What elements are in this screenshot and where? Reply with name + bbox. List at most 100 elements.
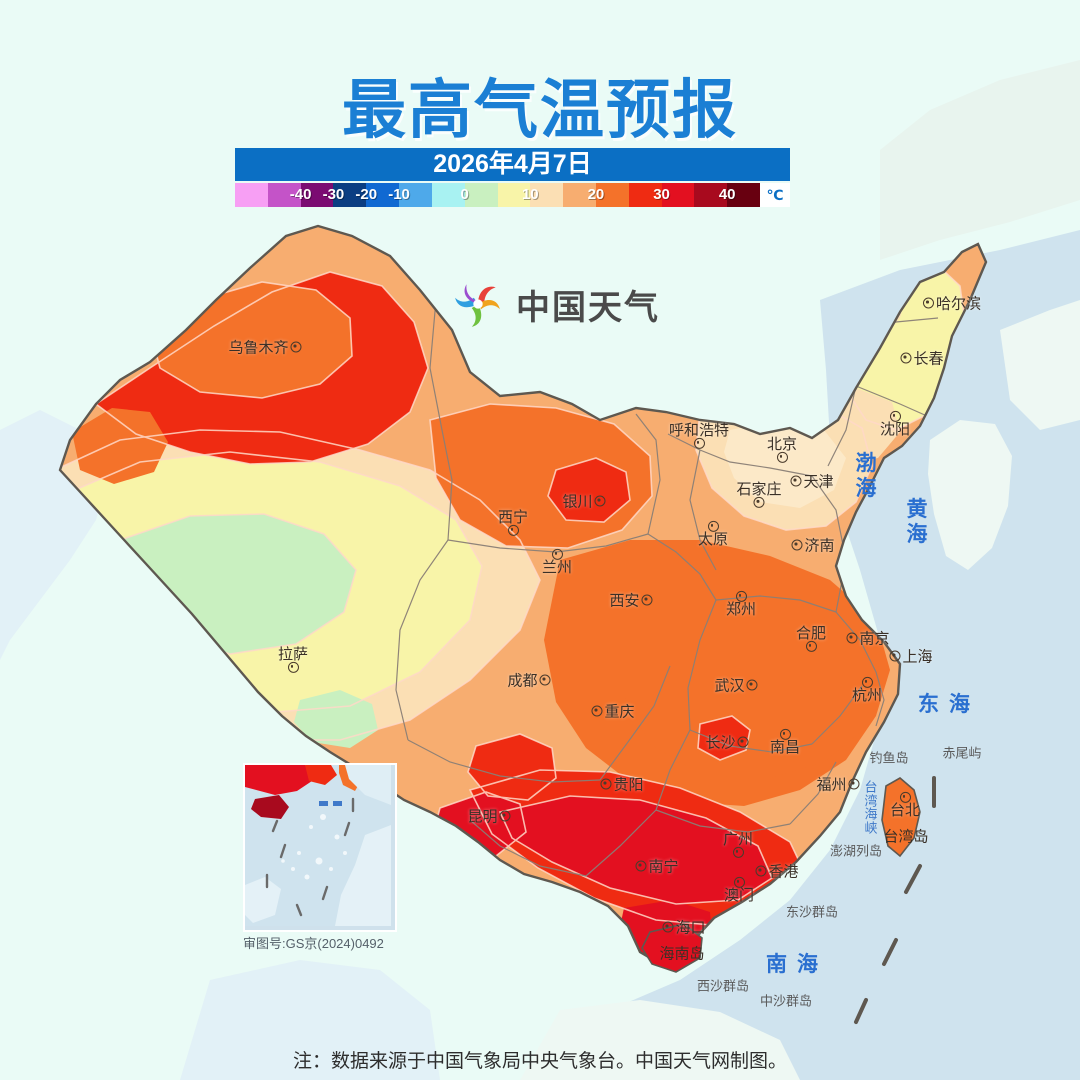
sea-label-char: 海 bbox=[906, 523, 928, 546]
city-name: 哈尔滨 bbox=[935, 295, 982, 313]
band-30-35-south-core bbox=[500, 796, 772, 904]
inset-caption: 审图号:GS京(2024)0492 bbox=[243, 936, 384, 951]
island-label-char: 峡 bbox=[864, 820, 878, 836]
island-label-东沙群岛: 东沙群岛 bbox=[785, 904, 839, 920]
city-label-拉萨: 拉萨 bbox=[278, 647, 308, 674]
city-name: 合肥 bbox=[795, 624, 827, 642]
city-marker-icon bbox=[922, 297, 934, 309]
city-name: 武汉 bbox=[714, 677, 745, 695]
page-title: 最高气温预报 bbox=[342, 74, 738, 146]
city-label-杭州: 杭州 bbox=[851, 676, 883, 704]
city-marker-icon bbox=[641, 594, 653, 606]
taiwan-island bbox=[881, 777, 921, 858]
city-label-武汉: 武汉 bbox=[714, 675, 758, 696]
city-label-昆明: 昆明 bbox=[467, 806, 511, 827]
island-label-海南岛: 海南岛 bbox=[659, 945, 705, 963]
sea-label-渤海: 渤海 bbox=[856, 452, 877, 502]
band-0-5-tibet-south bbox=[294, 690, 378, 748]
colorbar-swatch-15 bbox=[727, 183, 760, 207]
japan-land bbox=[1000, 300, 1080, 430]
city-name: 兰州 bbox=[541, 558, 573, 576]
south-china-sea-inset bbox=[243, 763, 397, 932]
city-name: 长沙 bbox=[705, 734, 736, 752]
island-label-西沙群岛: 西沙群岛 bbox=[696, 978, 750, 994]
city-marker-icon bbox=[779, 728, 791, 740]
city-marker-icon bbox=[539, 674, 551, 686]
city-marker-icon bbox=[805, 641, 817, 653]
north-neighbour-land bbox=[880, 60, 1080, 260]
city-name: 南京 bbox=[859, 630, 890, 648]
city-marker-icon bbox=[635, 860, 647, 872]
city-name: 济南 bbox=[804, 537, 835, 555]
nine-dash-line bbox=[854, 776, 936, 1024]
sea-label-黄海: 黄海 bbox=[907, 498, 928, 548]
city-name: 昆明 bbox=[467, 808, 498, 826]
city-label-西安: 西安 bbox=[609, 590, 653, 611]
city-label-南宁: 南宁 bbox=[635, 856, 679, 877]
city-name: 香港 bbox=[768, 863, 799, 881]
city-label-重庆: 重庆 bbox=[591, 701, 635, 722]
city-marker-icon bbox=[693, 438, 705, 450]
colorbar-tick-label: -20 bbox=[355, 186, 378, 203]
city-label-澳门: 澳门 bbox=[723, 876, 755, 904]
city-label-长春: 长春 bbox=[900, 348, 944, 369]
city-marker-icon bbox=[507, 525, 519, 537]
colorbar-tick-label: -10 bbox=[388, 186, 410, 203]
island-label-澎湖列岛: 澎湖列岛 bbox=[829, 843, 883, 859]
city-name: 沈阳 bbox=[879, 420, 911, 438]
city-label-海口: 海口 bbox=[662, 917, 706, 938]
city-name: 长春 bbox=[913, 350, 944, 368]
colorbar-tick-label: -40 bbox=[289, 186, 312, 203]
city-name: 澳门 bbox=[723, 886, 755, 904]
city-name: 呼和浩特 bbox=[668, 421, 730, 439]
city-label-石家庄: 石家庄 bbox=[736, 482, 782, 509]
city-marker-icon bbox=[791, 539, 803, 551]
island-label-char: 台 bbox=[864, 779, 878, 795]
city-label-西宁: 西宁 bbox=[498, 510, 528, 537]
band-20-25-urumqi bbox=[196, 292, 312, 360]
colorbar-tick-label: 40 bbox=[718, 186, 736, 203]
sea-label-char: 海 bbox=[855, 477, 877, 500]
city-label-乌鲁木齐: 乌鲁木齐 bbox=[228, 337, 302, 358]
island-label-赤尾屿: 赤尾屿 bbox=[942, 745, 982, 761]
sea-label-南海: 南海 bbox=[766, 953, 828, 976]
colorbar-swatch-4: -10 bbox=[366, 183, 410, 207]
colorbar-tick-label: 30 bbox=[653, 186, 670, 203]
city-label-台北: 台北 bbox=[890, 791, 920, 818]
city-marker-icon bbox=[600, 778, 612, 790]
hainan-island bbox=[641, 923, 703, 973]
city-name: 郑州 bbox=[725, 600, 757, 618]
city-marker-icon bbox=[290, 341, 302, 353]
city-label-银川: 银川 bbox=[562, 491, 606, 512]
sea-label-char: 渤 bbox=[855, 452, 877, 476]
inset-map bbox=[245, 765, 391, 926]
colorbar-tick-label: 20 bbox=[587, 186, 605, 203]
colorbar-swatch-7 bbox=[464, 183, 498, 207]
colorbar-swatch-3: -20 bbox=[333, 183, 377, 207]
colorbar-unit: ℃ bbox=[760, 183, 790, 207]
colorbar-tick-label: 0 bbox=[460, 186, 469, 203]
city-label-香港: 香港 bbox=[755, 861, 799, 882]
band-25-30-yinchuan bbox=[548, 458, 630, 522]
southwest-water bbox=[180, 960, 440, 1080]
city-label-兰州: 兰州 bbox=[541, 548, 573, 576]
city-marker-icon bbox=[551, 548, 563, 560]
city-name: 上海 bbox=[902, 648, 933, 666]
island-label-台湾岛: 台湾岛 bbox=[883, 828, 929, 846]
city-label-长沙: 长沙 bbox=[705, 732, 749, 753]
city-marker-icon bbox=[746, 679, 758, 691]
colorbar-swatch-10: 20 bbox=[563, 183, 604, 207]
colorbar-unit-label: ℃ bbox=[766, 187, 784, 203]
city-name: 天津 bbox=[803, 473, 834, 491]
colorbar-swatch-11 bbox=[595, 183, 629, 207]
colorbar-swatch-6: 0 bbox=[431, 183, 469, 207]
city-marker-icon bbox=[846, 632, 858, 644]
sea-label-东海: 东海 bbox=[918, 693, 980, 716]
city-name: 海口 bbox=[675, 919, 706, 937]
city-label-贵阳: 贵阳 bbox=[600, 774, 644, 795]
city-name: 杭州 bbox=[851, 686, 883, 704]
city-marker-icon bbox=[776, 452, 788, 464]
city-label-成都: 成都 bbox=[507, 670, 551, 691]
city-label-郑州: 郑州 bbox=[725, 590, 757, 618]
city-label-福州: 福州 bbox=[816, 774, 860, 795]
